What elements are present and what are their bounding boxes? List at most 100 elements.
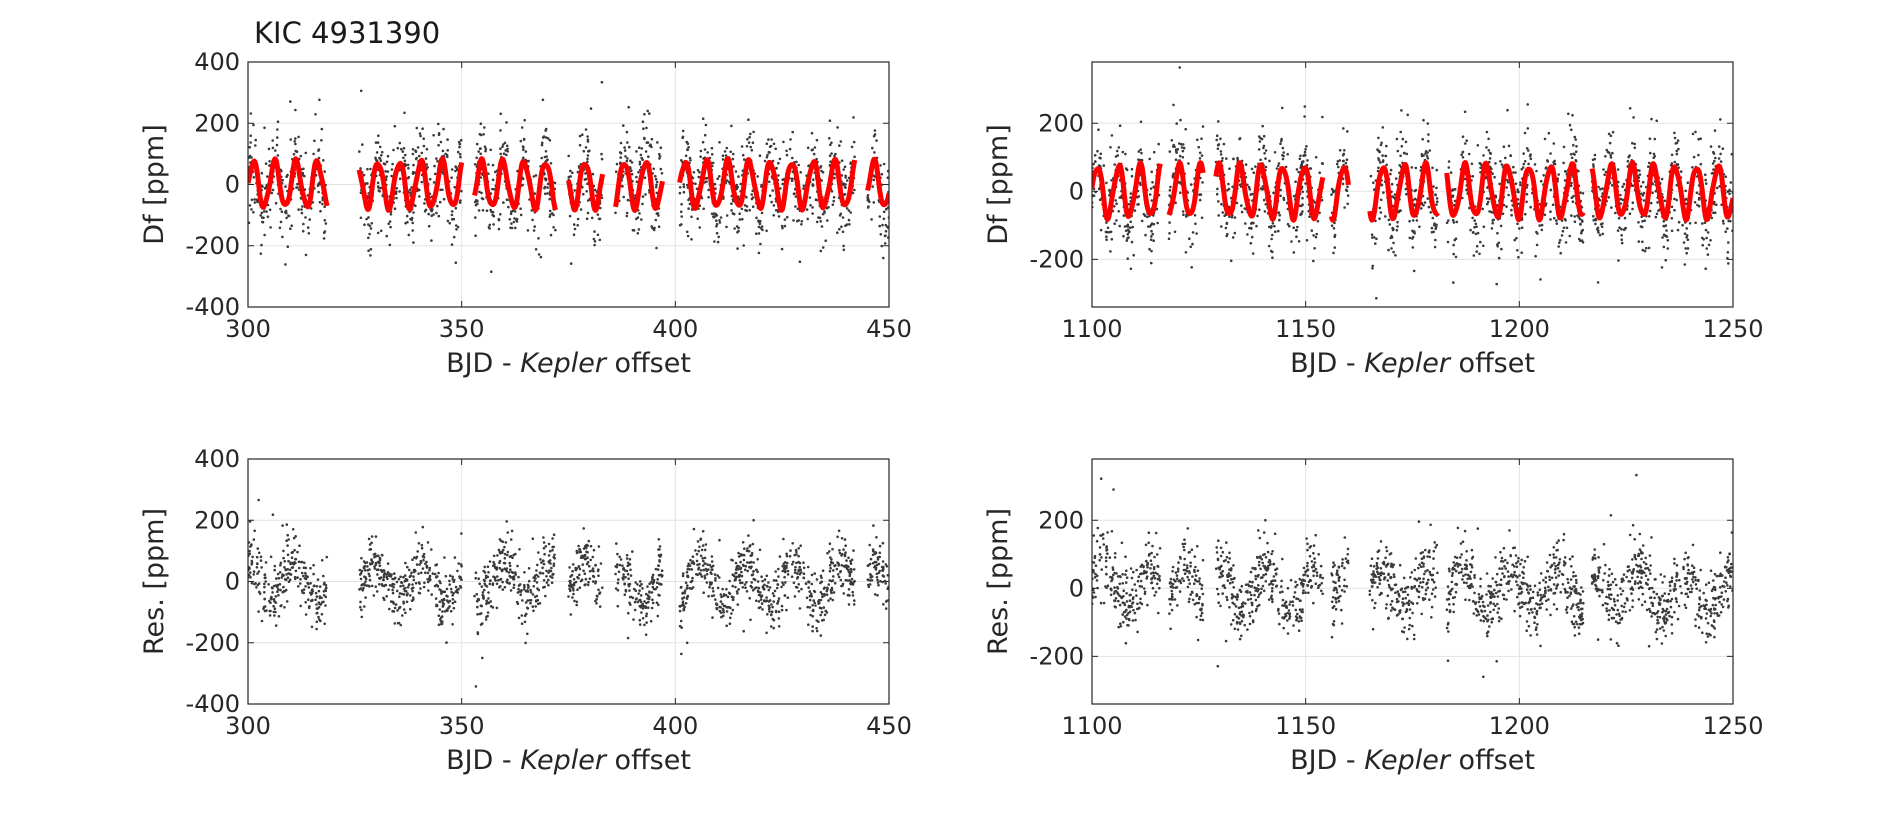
data-point: [1184, 127, 1187, 131]
data-point: [684, 154, 688, 158]
data-point: [707, 188, 710, 192]
data-point: [546, 192, 549, 195]
data-point: [1652, 156, 1655, 160]
data-point: [843, 193, 847, 196]
data-point: [510, 222, 513, 225]
data-point: [537, 551, 540, 554]
data-point: [1619, 197, 1623, 201]
data-point: [777, 575, 780, 578]
data-point: [585, 217, 589, 221]
data-point: [1562, 145, 1566, 149]
data-point: [1299, 154, 1302, 158]
data-point: [872, 178, 876, 182]
data-point: [660, 575, 664, 578]
data-point: [481, 197, 485, 201]
data-point: [810, 148, 814, 152]
data-point: [1394, 254, 1397, 257]
data-point: [406, 586, 410, 589]
data-point: [501, 540, 505, 544]
data-point: [1413, 232, 1416, 235]
data-point: [284, 211, 287, 214]
data-point: [623, 583, 626, 586]
data-point: [508, 218, 512, 221]
data-point: [1467, 152, 1471, 156]
data-point: [1648, 209, 1652, 213]
data-point: [1569, 184, 1573, 188]
data-point: [322, 574, 325, 578]
data-point: [1150, 249, 1153, 253]
data-point: [1544, 202, 1548, 205]
data-point: [1173, 145, 1176, 148]
data-point: [551, 573, 554, 576]
data-point: [825, 206, 829, 210]
data-point: [1246, 233, 1249, 236]
y-axis-label: Df [ppm]: [983, 124, 1014, 245]
data-point: [534, 599, 538, 603]
data-point: [376, 141, 380, 144]
data-point: [488, 579, 492, 583]
data-point: [276, 585, 279, 589]
data-point: [1173, 230, 1177, 234]
data-point: [768, 145, 772, 149]
data-point: [288, 568, 292, 572]
data-point: [412, 575, 415, 578]
data-point: [256, 547, 260, 550]
data-point: [586, 140, 590, 143]
data-point: [1517, 255, 1520, 259]
data-point: [277, 588, 280, 591]
data-point: [651, 585, 655, 589]
data-point: [506, 150, 510, 153]
data-point: [748, 208, 751, 212]
data-point: [650, 137, 654, 141]
data-point: [619, 558, 623, 561]
data-point: [285, 216, 288, 220]
data-point: [1303, 150, 1307, 154]
data-point: [1568, 123, 1572, 127]
data-point: [758, 154, 762, 157]
data-point: [378, 157, 382, 160]
data-point: [1251, 252, 1255, 255]
data-point: [1168, 232, 1171, 235]
data-point: [498, 550, 502, 554]
data-point: [1126, 233, 1130, 236]
data-point: [1105, 181, 1108, 185]
data-point: [1277, 229, 1280, 233]
data-point: [474, 685, 478, 688]
data-point: [1345, 158, 1349, 161]
data-point: [444, 152, 447, 156]
data-point: [1620, 234, 1623, 237]
data-point: [715, 219, 718, 222]
data-point: [533, 225, 536, 228]
data-point: [299, 578, 302, 581]
data-point: [307, 586, 311, 589]
data-point: [456, 225, 460, 229]
data-point: [322, 237, 326, 240]
data-point: [1292, 226, 1295, 229]
data-point: [1123, 225, 1127, 228]
data-point: [630, 169, 633, 173]
data-point: [1662, 220, 1666, 223]
data-point: [451, 601, 455, 605]
data-point: [1455, 220, 1459, 224]
data-point: [1381, 154, 1384, 157]
data-point: [418, 154, 421, 158]
data-point: [1519, 183, 1522, 187]
data-point: [655, 601, 659, 604]
data-point: [400, 581, 403, 584]
data-point: [655, 581, 659, 585]
data-point: [266, 215, 270, 218]
data-point: [1169, 185, 1172, 189]
data-point: [249, 141, 252, 144]
data-point: [680, 159, 683, 162]
data-point: [598, 238, 602, 242]
data-point: [849, 562, 853, 565]
data-point: [303, 577, 307, 580]
data-point: [473, 163, 477, 166]
data-point: [274, 149, 277, 152]
data-point: [1148, 193, 1152, 196]
data-point: [575, 567, 578, 570]
data-point: [568, 566, 571, 569]
data-point: [317, 615, 320, 619]
data-point: [1315, 232, 1318, 236]
data-point: [658, 582, 662, 586]
